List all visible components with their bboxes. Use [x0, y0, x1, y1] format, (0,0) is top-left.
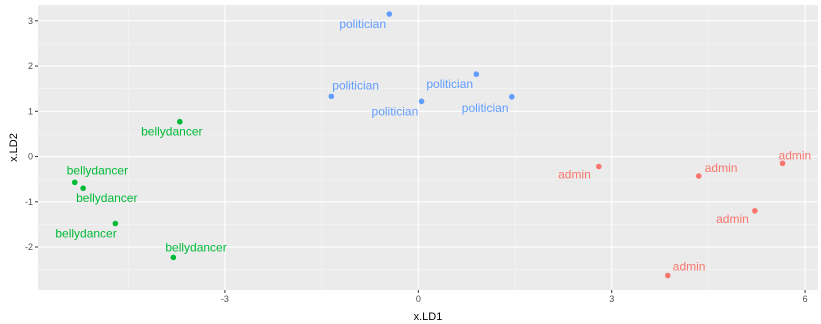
data-point-admin — [695, 173, 702, 179]
data-point-admin — [779, 160, 786, 167]
data-point-politician — [509, 94, 515, 100]
point-label-admin: admin — [779, 148, 812, 162]
x-tick-label: 3 — [609, 294, 614, 304]
plot-panel — [38, 5, 818, 290]
point-labels: admin admin admin admin admin bellydancer bell… — [55, 17, 811, 273]
data-point-bellydancer — [112, 220, 119, 227]
point-label-bellydancer: bellydancer — [165, 240, 226, 254]
y-axis-title: x.LD2 — [8, 133, 20, 162]
point-label-admin: admin — [673, 260, 706, 274]
x-axis-title: x.LD1 — [414, 311, 443, 323]
y-tick-label: -2 — [25, 242, 33, 252]
grid-minor — [38, 5, 818, 290]
data-point-admin — [665, 272, 671, 279]
point-label-admin: admin — [716, 212, 749, 226]
point-label-bellydancer: bellydancer — [141, 125, 202, 139]
data-point-politician — [386, 11, 393, 17]
data-point-politician — [473, 71, 480, 78]
data-point-politician — [328, 93, 335, 100]
point-label-politician: politician — [372, 104, 419, 118]
x-tick-label: 6 — [803, 294, 808, 304]
y-tick-label: 3 — [28, 16, 33, 26]
y-tick-label: -1 — [25, 197, 33, 207]
point-label-bellydancer: bellydancer — [55, 227, 116, 241]
data-point-bellydancer — [71, 179, 78, 186]
point-label-politician: politician — [339, 17, 386, 31]
data-points — [71, 11, 786, 279]
data-point-admin — [596, 163, 602, 170]
y-axis-ticks: -2 -1 0 1 2 3 — [25, 16, 38, 252]
y-tick-label: 0 — [28, 152, 33, 162]
point-label-bellydancer: bellydancer — [76, 191, 137, 205]
y-tick-label: 1 — [28, 106, 33, 116]
point-label-politician: politician — [332, 78, 379, 92]
point-label-politician: politician — [462, 101, 509, 115]
grid-major — [38, 5, 818, 290]
point-label-admin: admin — [558, 168, 591, 182]
x-tick-label: 0 — [416, 294, 421, 304]
data-point-bellydancer — [170, 254, 177, 261]
x-axis-ticks: -3 0 3 6 — [221, 290, 808, 304]
data-point-admin — [752, 208, 758, 214]
point-label-bellydancer: bellydancer — [67, 163, 128, 177]
data-point-bellydancer — [80, 185, 86, 192]
point-label-admin: admin — [705, 161, 738, 175]
data-point-bellydancer — [177, 118, 183, 125]
data-point-politician — [418, 98, 425, 105]
point-label-politician: politician — [426, 77, 473, 91]
x-tick-label: -3 — [221, 294, 229, 304]
y-tick-label: 2 — [28, 61, 33, 71]
